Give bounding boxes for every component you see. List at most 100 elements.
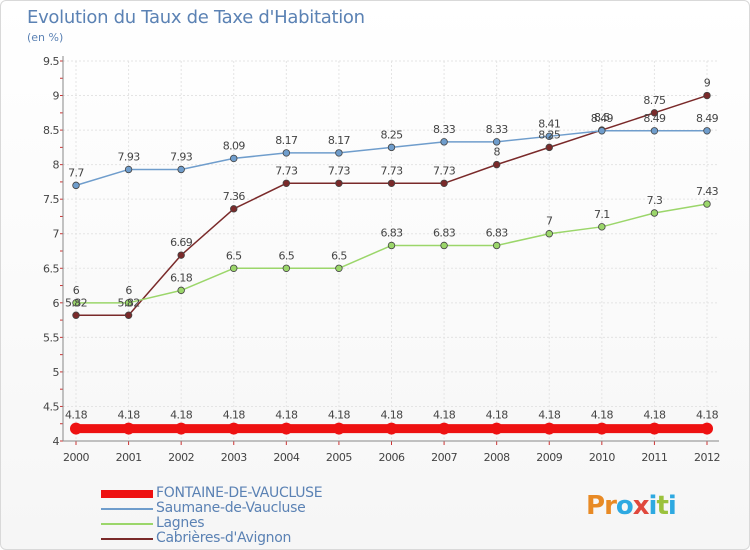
- legend-label: FONTAINE-DE-VAUCLUSE: [156, 485, 323, 501]
- proxiti-logo: Proxiti: [586, 491, 677, 521]
- data-point: [282, 179, 291, 187]
- data-label: 4.18: [696, 409, 719, 422]
- data-label: 6: [125, 284, 132, 297]
- data-point: [177, 286, 185, 295]
- data-label: 6.5: [331, 249, 347, 262]
- y-tick-label: 8: [53, 159, 60, 172]
- data-label: 8.41: [538, 117, 560, 130]
- data-point: [230, 154, 238, 163]
- data-label: 6.83: [380, 226, 403, 239]
- data-label: 6.5: [226, 249, 242, 262]
- data-point: [595, 422, 608, 435]
- legend-item: Cabrières-d'Avignon: [101, 531, 322, 546]
- data-label: 6.83: [433, 226, 456, 239]
- x-tick-label: 2008: [484, 451, 510, 464]
- legend-label: Lagnes: [156, 515, 205, 531]
- data-label: 7.43: [696, 185, 719, 198]
- data-label: 7.93: [118, 150, 141, 163]
- data-point: [650, 109, 659, 117]
- data-point: [440, 138, 448, 146]
- chart-title: Evolution du Taux de Taxe d'Habitation: [27, 7, 365, 28]
- data-point: [177, 251, 185, 259]
- data-label: 4.18: [65, 409, 88, 422]
- data-point: [387, 179, 396, 187]
- data-point: [282, 149, 291, 157]
- data-point: [492, 160, 501, 169]
- data-label: 7.73: [380, 164, 403, 177]
- data-label: 6.83: [486, 226, 509, 239]
- data-point: [440, 241, 448, 250]
- data-label: 7: [546, 215, 553, 228]
- data-point: [703, 127, 711, 135]
- axes: 4 4.5 5 5.5 6 6.5 7 7.5 8 8.5 9 9.5 2000 2001 2002 2003…: [43, 55, 721, 464]
- data-label: 8.49: [591, 112, 614, 125]
- legend-swatch: [101, 523, 153, 525]
- data-point: [703, 200, 711, 208]
- y-tick-label: 9.5: [43, 55, 59, 68]
- data-label: 7.36: [223, 190, 246, 203]
- grid: [63, 60, 719, 442]
- data-point: [280, 422, 293, 435]
- data-point: [648, 422, 661, 435]
- data-point: [335, 149, 343, 157]
- data-label: 8.49: [643, 112, 666, 125]
- data-label: 4.18: [380, 409, 403, 422]
- data-point: [72, 299, 80, 307]
- data-label: 8.17: [328, 134, 351, 147]
- data-point: [492, 241, 501, 250]
- data-point: [227, 422, 240, 435]
- legend-item: Saumane-de-Vaucluse: [101, 501, 322, 516]
- data-point: [72, 181, 80, 190]
- data-point: [70, 422, 82, 435]
- data-point: [598, 127, 606, 135]
- data-label: 8.09: [223, 139, 246, 152]
- x-tick-label: 2012: [694, 451, 720, 464]
- legend-label: Cabrières-d'Avignon: [156, 530, 292, 546]
- data-label: 8: [493, 146, 500, 159]
- data-point: [230, 205, 238, 213]
- y-tick-label: 5.5: [43, 331, 59, 344]
- y-tick-label: 6.5: [43, 262, 59, 275]
- data-label: 5.82: [65, 296, 87, 309]
- data-point: [492, 138, 501, 146]
- data-point: [335, 264, 343, 272]
- x-tick-label: 2009: [536, 451, 562, 464]
- data-point: [177, 165, 185, 174]
- data-label: 8.25: [538, 128, 561, 141]
- data-point: [543, 422, 556, 435]
- data-label: 7.73: [433, 164, 456, 177]
- data-label: 7.73: [328, 164, 351, 177]
- data-label: 8.49: [696, 112, 719, 125]
- data-point: [175, 422, 188, 435]
- data-point: [440, 179, 448, 187]
- data-label: 4.18: [643, 409, 666, 422]
- y-tick-label: 5: [53, 366, 60, 379]
- data-label: 4.18: [223, 409, 246, 422]
- legend-swatch: [101, 538, 153, 540]
- series: [70, 91, 713, 435]
- data-label: 4.18: [486, 409, 509, 422]
- data-label: 4.18: [591, 409, 614, 422]
- data-label: 4.18: [433, 409, 456, 422]
- legend-swatch: [101, 490, 153, 498]
- data-label: 5.82: [118, 296, 140, 309]
- legend: FONTAINE-DE-VAUCLUSE Saumane-de-Vaucluse L…: [101, 485, 323, 546]
- x-tick-label: 2005: [326, 451, 352, 464]
- data-label: 8.33: [486, 123, 509, 136]
- data-labels: 4.18 4.18 4.18 4.18 4.18 4.18 4.18 4.18 4.18 4.18…: [65, 77, 719, 422]
- x-tick-label: 2007: [431, 451, 457, 464]
- data-label: 6.5: [278, 249, 294, 262]
- data-label: 9: [704, 77, 711, 90]
- data-label: 6.18: [170, 271, 193, 284]
- data-label: 8.17: [275, 134, 298, 147]
- data-point: [332, 422, 345, 435]
- chart-subtitle: (en %): [27, 31, 64, 44]
- data-point: [124, 311, 133, 319]
- y-tick-label: 7.5: [43, 193, 59, 206]
- data-label: 7.73: [275, 164, 298, 177]
- data-label: 4.18: [538, 409, 561, 422]
- data-point: [545, 132, 553, 141]
- data-point: [545, 143, 553, 152]
- data-point: [72, 311, 80, 319]
- data-point: [385, 422, 398, 435]
